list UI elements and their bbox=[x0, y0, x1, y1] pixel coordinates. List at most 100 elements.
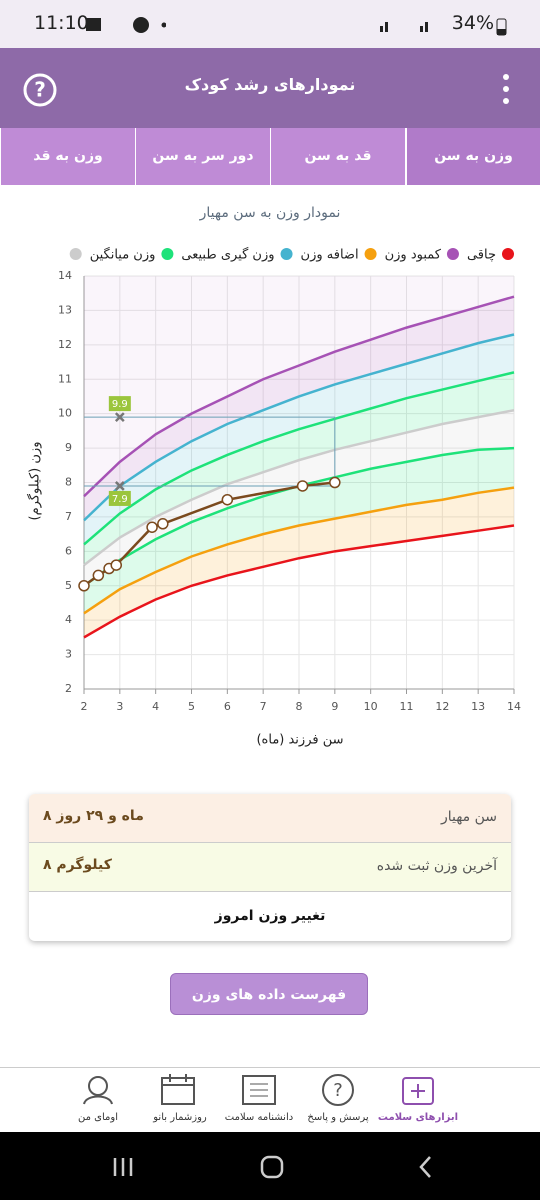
x-tick-label: 8 bbox=[296, 700, 303, 713]
legend-dot bbox=[280, 248, 293, 260]
band bbox=[84, 410, 514, 586]
tab-bar: وزن به سن قد به سن دور سر به سن وزن به ق… bbox=[0, 128, 540, 185]
chart-title: نمودار وزن به سن مهیار bbox=[199, 205, 341, 221]
app-bar: ? نمودارهای رشد کودک bbox=[0, 48, 540, 128]
nav-icons: ? bbox=[83, 1074, 434, 1106]
legend-label: کمبود وزن bbox=[385, 248, 442, 263]
x-tick-label: 4 bbox=[152, 700, 159, 713]
child-point bbox=[92, 569, 105, 582]
x-axis-label: سن فرزند (ماه) bbox=[256, 733, 343, 748]
battery-icon bbox=[496, 18, 507, 36]
x-tick-label: 5 bbox=[188, 700, 195, 713]
svg-text:?: ? bbox=[34, 78, 46, 102]
info-card: سن مهیار ۸ ماه و ۲۹ روز آخرین وزن ثبت شده… bbox=[29, 794, 511, 941]
y-axis-label: وزن (کیلوگرم) bbox=[27, 442, 43, 521]
x-tick-label: 13 bbox=[471, 700, 485, 713]
y-tick-label: 2 bbox=[65, 682, 72, 695]
annotation-label: 9.9 bbox=[112, 399, 128, 410]
tab[interactable]: وزن به سن bbox=[405, 128, 540, 185]
info-label: آخرین وزن ثبت شده bbox=[376, 858, 497, 874]
legend-label: چاقی bbox=[467, 248, 496, 263]
status-icons bbox=[86, 17, 166, 33]
tab[interactable]: دور سر به سن bbox=[135, 128, 270, 185]
x-tick-label: 2 bbox=[81, 700, 88, 713]
child-point bbox=[157, 518, 169, 530]
band bbox=[84, 276, 514, 497]
y-tick-label: 7 bbox=[65, 510, 72, 523]
clock: 11:10 bbox=[34, 12, 89, 34]
x-tick-label: 10 bbox=[364, 700, 378, 713]
band bbox=[84, 334, 514, 545]
tab[interactable]: قد به سن bbox=[270, 128, 405, 185]
y-tick-label: 3 bbox=[65, 648, 72, 661]
child-point bbox=[110, 559, 122, 571]
y-tick-label: 13 bbox=[58, 303, 72, 316]
help-button[interactable]: ? bbox=[22, 72, 58, 108]
list-button[interactable]: فهرست داده های وزن مهیار bbox=[170, 973, 368, 1045]
signal-icons bbox=[380, 22, 428, 32]
percentile-line bbox=[83, 333, 515, 522]
y-tick-label: 6 bbox=[65, 544, 72, 557]
nav-item[interactable]: روزشمار بانو bbox=[153, 1112, 207, 1123]
percentile-line bbox=[83, 295, 515, 498]
legend-label: اضافه وزن bbox=[301, 248, 359, 263]
legend-label: وزن گیری طبیعی bbox=[181, 247, 274, 263]
x-tick-label: 6 bbox=[224, 700, 231, 713]
y-tick-label: 10 bbox=[58, 407, 72, 420]
y-tick-label: 9 bbox=[65, 441, 72, 454]
percentile-line bbox=[83, 524, 515, 639]
info-row: آخرین وزن ثبت شده ۸ کیلوگرم bbox=[29, 843, 511, 892]
nav-item[interactable]: اومای من bbox=[78, 1112, 118, 1123]
percentile-line bbox=[83, 371, 515, 546]
legend-dot bbox=[364, 248, 377, 260]
action-row[interactable]: تغییر وزن امروز bbox=[29, 892, 511, 940]
y-tick-label: 4 bbox=[65, 613, 72, 626]
x-tick-label: 11 bbox=[400, 700, 414, 713]
y-tick-label: 8 bbox=[65, 476, 72, 489]
percentile-line bbox=[83, 408, 515, 567]
nav-item[interactable]: دانشنامه سلامت bbox=[224, 1112, 294, 1123]
y-tick-label: 14 bbox=[58, 269, 72, 282]
child-point bbox=[329, 476, 341, 489]
legend-dot bbox=[69, 248, 82, 260]
child-point bbox=[221, 493, 234, 506]
x-tick-label: 14 bbox=[507, 700, 521, 713]
legend-dot bbox=[446, 248, 459, 260]
legend-dot bbox=[161, 248, 174, 260]
y-tick-label: 11 bbox=[58, 372, 72, 385]
band bbox=[84, 487, 514, 638]
y-tick-label: 5 bbox=[65, 579, 72, 592]
status-bar: 11:10 34% bbox=[0, 0, 540, 48]
annotation-label: 7.9 bbox=[112, 494, 128, 505]
percentile-line bbox=[83, 486, 515, 615]
child-point bbox=[78, 580, 90, 592]
nav-item[interactable]: ابزارهای سلامت bbox=[377, 1112, 459, 1123]
info-value: ۸ کیلوگرم bbox=[43, 857, 112, 873]
child-point bbox=[296, 480, 309, 492]
menu-button[interactable] bbox=[500, 72, 512, 106]
x-tick-label: 7 bbox=[260, 700, 267, 713]
band bbox=[84, 448, 514, 614]
info-value: ۸ ماه و ۲۹ روز bbox=[43, 808, 144, 824]
nav-item[interactable]: پرسش و پاسخ bbox=[307, 1112, 369, 1123]
child-point bbox=[146, 521, 158, 533]
legend-label: وزن میانگین bbox=[90, 247, 156, 263]
bottom-nav: ? ابزارهای سلامت پرسش و پاسخ دانشنامه سل… bbox=[0, 1067, 540, 1133]
annotation-box bbox=[108, 490, 131, 506]
x-tick-label: 3 bbox=[116, 700, 123, 713]
battery: 34% bbox=[451, 12, 494, 34]
y-tick-label: 12 bbox=[58, 338, 72, 351]
x-tick-label: 9 bbox=[331, 700, 338, 713]
info-label: سن مهیار bbox=[440, 809, 497, 825]
app-title: نمودارهای رشد کودک bbox=[184, 75, 356, 94]
annotation-marker bbox=[114, 481, 125, 491]
chart: نمودار وزن به سن مهیار وزن (کیلوگرم) سن … bbox=[27, 205, 522, 748]
x-tick-label: 12 bbox=[435, 700, 449, 713]
info-row: سن مهیار ۸ ماه و ۲۹ روز bbox=[29, 794, 511, 843]
band bbox=[84, 296, 514, 521]
svg-text:?: ? bbox=[333, 1080, 343, 1101]
legend-dot bbox=[502, 248, 514, 260]
tab[interactable]: وزن به قد bbox=[0, 128, 135, 185]
